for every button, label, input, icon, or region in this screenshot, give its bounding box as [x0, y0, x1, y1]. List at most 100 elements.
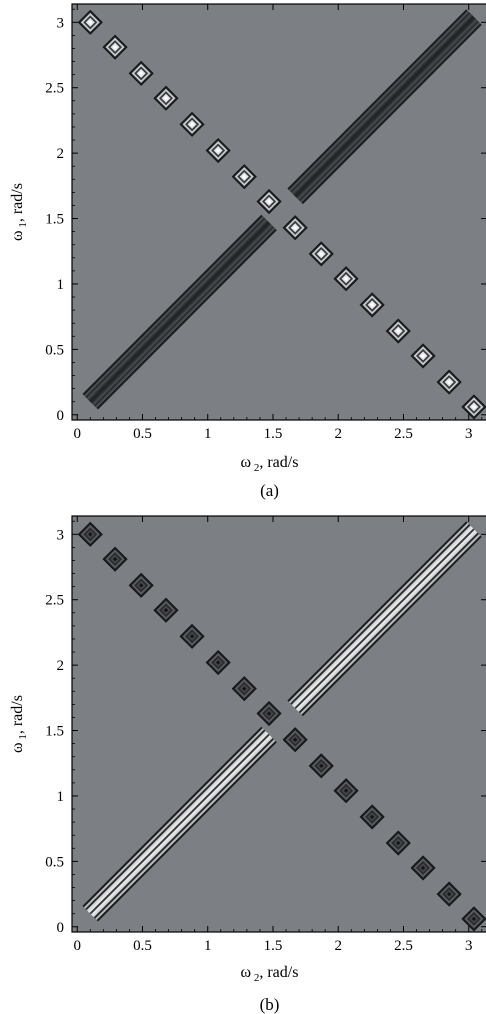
diamond-contour: [446, 379, 452, 385]
diamond-contour: [88, 532, 93, 537]
diamond-contour: [369, 302, 375, 308]
antidiagonal-diamond: [385, 318, 411, 344]
diamond-contour: [292, 737, 298, 742]
antidiagonal-diamond: [308, 241, 334, 267]
antidiagonal-diamond: [153, 85, 179, 111]
x-tick-label: 2: [334, 426, 342, 442]
y-tick-label: 1: [57, 789, 65, 805]
diamond-contour: [471, 916, 477, 922]
y-tick-label: 2.5: [45, 593, 64, 609]
antidiagonal-diamond: [256, 700, 282, 727]
chart-panel-a: 0 0.5 1 1.5 2 2.5 3 0 0.5 1 1.5 2 2.5 3 ω 2, rad/s ω 1,…: [9, 3, 486, 500]
antidiagonal-diamond: [461, 394, 486, 420]
contour-content: [77, 9, 486, 420]
diamond-contour: [112, 556, 118, 562]
chart-panel-b: 0 0.5 1 1.5 2 2.5 3 0 0.5 1 1.5 2 2.5 3 ω 2, rad/s ω 1,…: [9, 515, 486, 1014]
diamond-contour: [163, 607, 169, 613]
diagonal-band-segment: [287, 521, 482, 717]
x-tick-label: 1.5: [264, 426, 283, 442]
antidiagonal-diamond: [461, 906, 486, 932]
plot-frame: [71, 515, 486, 933]
diagonal-contour-line: [294, 528, 475, 710]
antidiagonal-diamond: [128, 572, 154, 598]
diamond-contour: [471, 404, 477, 410]
diamond-contour: [112, 44, 118, 50]
diamond-contour: [242, 686, 247, 691]
diamond-contour: [266, 711, 272, 716]
diamond-contour: [369, 814, 375, 820]
diagonal-contour-line: [89, 733, 270, 915]
antidiagonal-diamond: [333, 266, 359, 292]
antidiagonal-diamond: [153, 597, 179, 623]
antidiagonal-diamond: [436, 881, 462, 907]
y-tick-label: 2: [57, 146, 65, 162]
y-tick-label: 0: [57, 920, 65, 936]
diamond-contour: [189, 634, 195, 639]
diamond-contour: [215, 660, 221, 665]
diagonal-band-segment: [82, 726, 277, 922]
antidiagonal-diamond: [231, 676, 257, 702]
diamond-contour: [446, 891, 452, 897]
antidiagonal-diamond: [282, 727, 308, 753]
x-tick-label: 0: [73, 426, 81, 442]
plot-frame: [71, 3, 486, 421]
antidiagonal-diamond: [333, 778, 359, 804]
diamond-contour: [266, 199, 272, 204]
diamond-contour: [396, 840, 401, 846]
antidiagonal-diamond: [77, 521, 103, 547]
y-tick-label: 1.5: [45, 724, 64, 740]
x-tick-label: 1: [204, 938, 212, 954]
antidiagonal-diamond: [102, 34, 128, 60]
panel-label: (a): [260, 481, 279, 500]
x-tick-label: 0: [73, 938, 81, 954]
diamond-contour: [189, 122, 195, 127]
x-axis-label: ω 2, rad/s: [241, 454, 299, 474]
diamond-contour: [319, 251, 324, 257]
diamond-contour: [319, 763, 324, 769]
y-tick-label: 1.5: [45, 212, 64, 228]
diamond-contour: [163, 95, 169, 101]
x-tick-label: 1.5: [264, 938, 283, 954]
diamond-contour: [396, 328, 401, 334]
antidiagonal-diamond: [77, 9, 103, 35]
y-tick-label: 3: [57, 15, 65, 31]
y-tick-label: 2.5: [45, 81, 64, 97]
antidiagonal-diamond: [179, 623, 205, 649]
antidiagonal-diamond: [282, 215, 308, 241]
x-tick-label: 0.5: [133, 938, 152, 954]
diamond-contour: [215, 148, 221, 153]
contour-content: [77, 521, 486, 932]
y-axis-label: ω 1, rad/s: [9, 183, 29, 241]
antidiagonal-diamond: [205, 137, 231, 164]
antidiagonal-diamond: [385, 830, 411, 856]
diamond-contour: [420, 865, 426, 871]
x-tick-label: 3: [465, 426, 473, 442]
panel-label: (b): [260, 995, 280, 1014]
antidiagonal-diamond: [410, 855, 436, 881]
x-tick-label: 0.5: [133, 426, 152, 442]
diamond-contour: [88, 20, 93, 25]
x-tick-label: 2.5: [394, 426, 413, 442]
diagonal-band-segment: [287, 9, 482, 205]
diamond-contour: [138, 583, 144, 588]
antidiagonal-diamond: [410, 343, 436, 369]
antidiagonal-diamond: [102, 546, 128, 572]
x-tick-label: 1: [204, 426, 212, 442]
antidiagonal-diamond: [231, 164, 257, 190]
diagonal-band-segment: [82, 214, 277, 410]
x-tick-label: 2: [334, 938, 342, 954]
antidiagonal-diamond: [128, 60, 154, 86]
antidiagonal-diamond: [256, 188, 282, 215]
antidiagonal-diamond: [308, 753, 334, 779]
y-tick-label: 0.5: [45, 854, 64, 870]
diamond-contour: [242, 174, 247, 179]
antidiagonal-diamond: [179, 111, 205, 137]
antidiagonal-diamond: [359, 292, 385, 318]
y-tick-label: 3: [57, 527, 65, 543]
x-tick-label: 2.5: [394, 938, 413, 954]
y-tick-label: 1: [57, 277, 65, 293]
diamond-contour: [343, 788, 349, 793]
antidiagonal-diamond: [359, 804, 385, 830]
y-axis-label: ω 1, rad/s: [9, 695, 29, 753]
